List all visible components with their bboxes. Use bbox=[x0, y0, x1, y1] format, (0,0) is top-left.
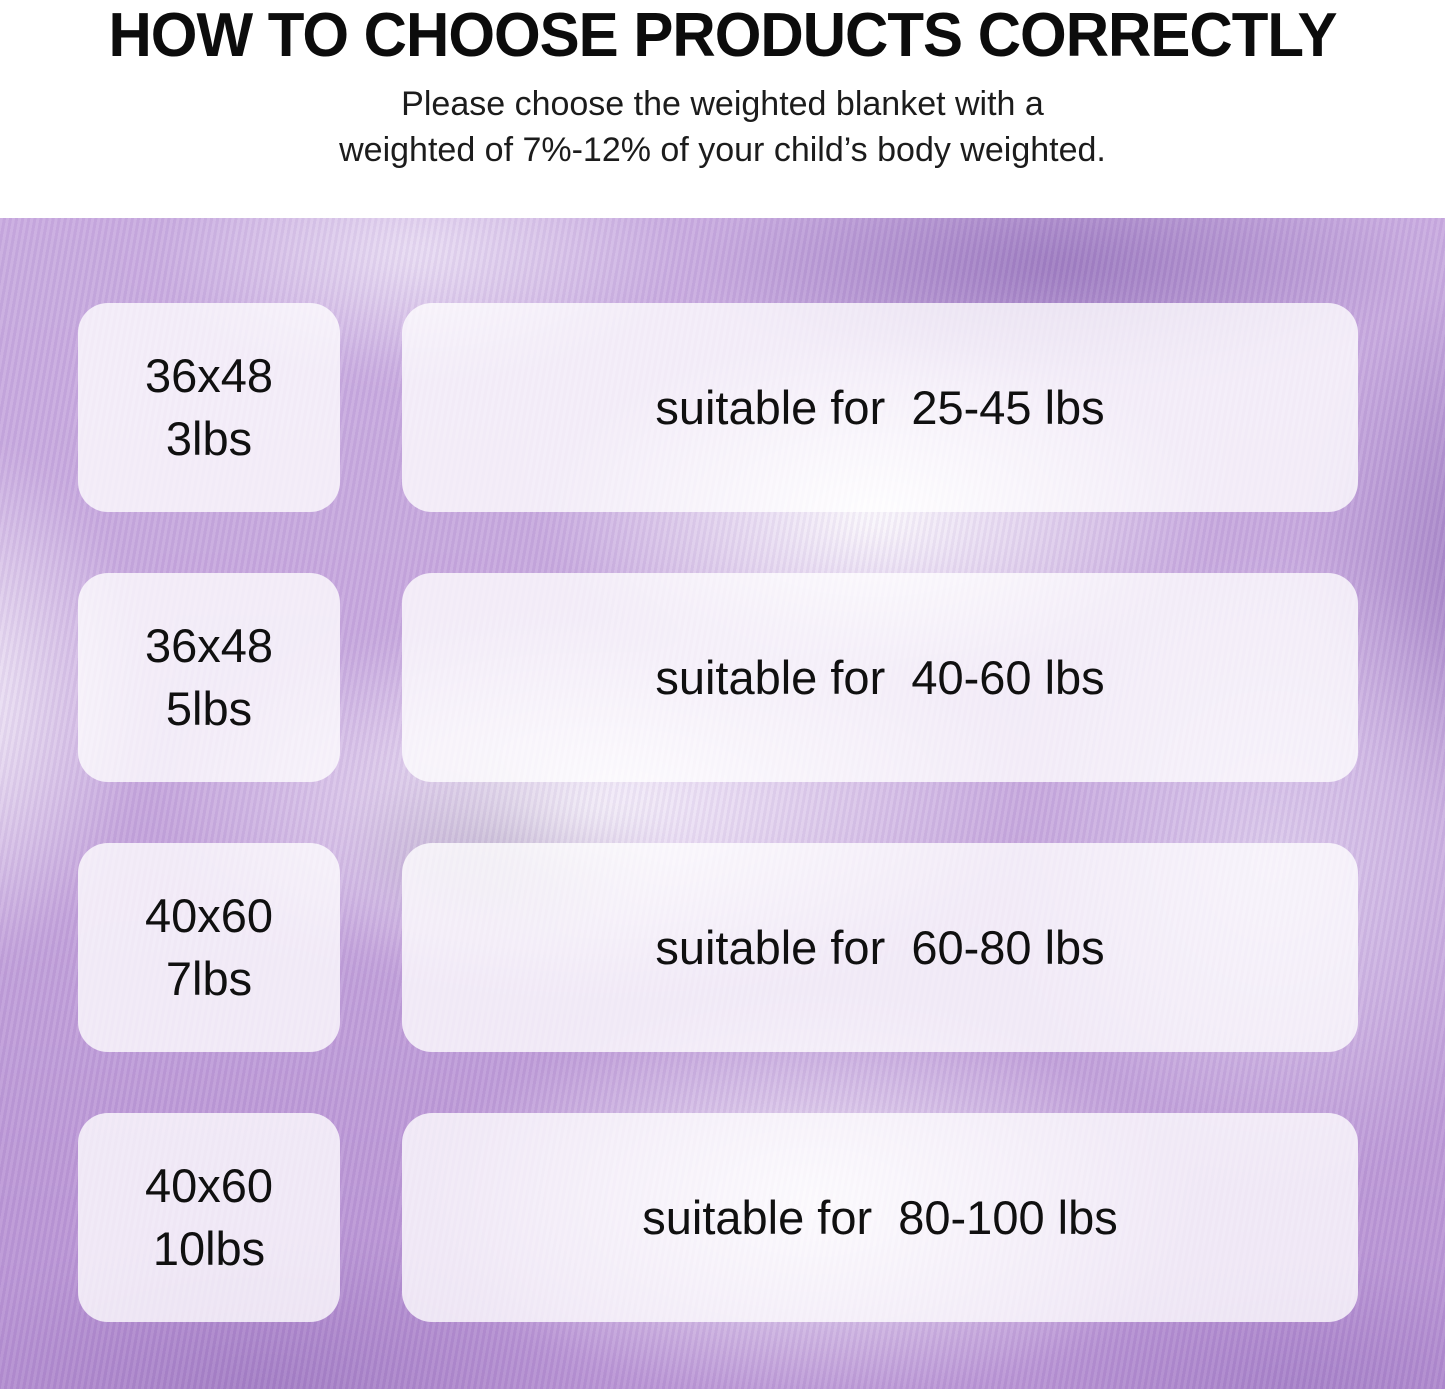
suitability-card: suitable for 60-80 lbs bbox=[402, 843, 1358, 1052]
suitability-card: suitable for 80-100 lbs bbox=[402, 1113, 1358, 1322]
weight-label: 5lbs bbox=[165, 681, 253, 735]
size-label: 40x60 bbox=[144, 889, 274, 943]
size-chart-row: 40x60 7lbs suitable for 60-80 lbs bbox=[0, 843, 1445, 1052]
suitability-card: suitable for 40-60 lbs bbox=[402, 573, 1358, 782]
suitability-label: suitable for 80-100 lbs bbox=[642, 1191, 1118, 1244]
weight-label: 10lbs bbox=[152, 1221, 266, 1275]
size-chart-row: 36x48 5lbs suitable for 40-60 lbs bbox=[0, 573, 1445, 782]
size-label: 40x60 bbox=[144, 1159, 274, 1213]
size-weight-card: 36x48 5lbs bbox=[78, 573, 340, 782]
suitability-label: suitable for 60-80 lbs bbox=[655, 921, 1105, 974]
subtitle: Please choose the weighted blanket with … bbox=[0, 81, 1445, 173]
size-chart-row: 40x60 10lbs suitable for 80-100 lbs bbox=[0, 1113, 1445, 1322]
suitability-label: suitable for 25-45 lbs bbox=[655, 381, 1105, 434]
size-label: 36x48 bbox=[144, 619, 274, 673]
subtitle-line-1: Please choose the weighted blanket with … bbox=[401, 85, 1044, 123]
header-section: HOW TO CHOOSE PRODUCTS CORRECTLY Please … bbox=[0, 0, 1445, 218]
subtitle-line-2: weighted of 7%-12% of your child’s body … bbox=[339, 131, 1106, 170]
weight-label: 7lbs bbox=[165, 951, 253, 1005]
size-weight-card: 36x48 3lbs bbox=[78, 303, 340, 512]
suitability-card: suitable for 25-45 lbs bbox=[402, 303, 1358, 512]
size-label: 36x48 bbox=[144, 349, 274, 403]
size-chart-row: 36x48 3lbs suitable for 25-45 lbs bbox=[0, 303, 1445, 512]
page-title: HOW TO CHOOSE PRODUCTS CORRECTLY bbox=[108, 0, 1337, 70]
suitability-label: suitable for 40-60 lbs bbox=[655, 651, 1105, 704]
size-weight-card: 40x60 7lbs bbox=[78, 843, 340, 1052]
weight-label: 3lbs bbox=[165, 411, 253, 465]
size-weight-card: 40x60 10lbs bbox=[78, 1113, 340, 1322]
